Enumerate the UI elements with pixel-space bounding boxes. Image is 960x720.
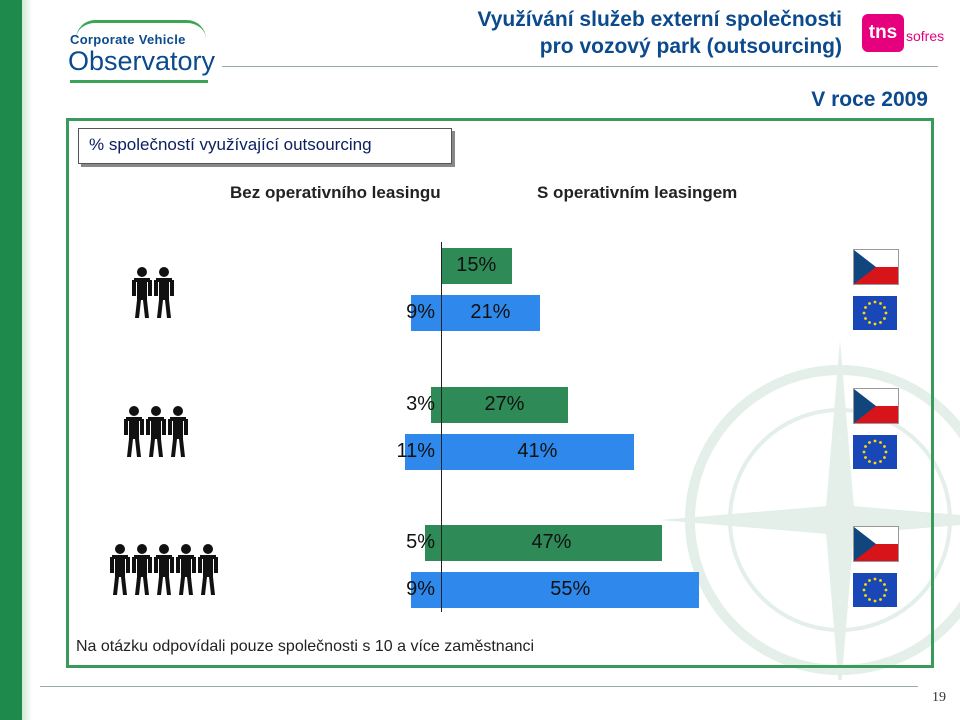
tns-sofres-logo: tns sofres xyxy=(858,10,948,58)
person-figure-icon xyxy=(168,406,188,457)
person-figure-icon xyxy=(124,406,144,457)
legend-box: % společností využívající outsourcing xyxy=(78,128,452,164)
chart-frame xyxy=(66,118,934,668)
bar-eu-group2 xyxy=(404,434,634,470)
left-accent-strip xyxy=(0,0,22,720)
bar-label-right: 47% xyxy=(531,531,572,553)
three-people-icon xyxy=(124,406,188,457)
bar-label-left: 5% xyxy=(406,531,435,553)
bar-label-right: 15% xyxy=(456,254,497,276)
year-label: V roce 2009 xyxy=(811,88,928,111)
logo-text-line1: Corporate Vehicle xyxy=(70,32,186,47)
page-title-line1: Využívání služeb externí společnosti xyxy=(477,8,843,31)
bar-label-right: 21% xyxy=(470,301,511,323)
logo-arc xyxy=(76,20,206,39)
bar-cz-group2 xyxy=(431,387,568,423)
eu-flag-icon xyxy=(853,435,897,469)
bar-cz-group1 xyxy=(441,248,512,284)
corporate-vehicle-observatory-logo: Corporate Vehicle Observatory xyxy=(62,18,222,88)
czech-flag-icon xyxy=(853,388,899,424)
page-title-line2: pro vozový park (outsourcing) xyxy=(539,35,842,58)
eu-flag-icon xyxy=(853,296,897,330)
legend-label: % společností využívající outsourcing xyxy=(89,135,372,154)
page-number: 19 xyxy=(932,690,946,705)
czech-flag-icon xyxy=(853,526,899,562)
chart-zero-axis xyxy=(441,242,442,612)
left-accent-fade xyxy=(22,0,32,720)
bar-eu-group1 xyxy=(411,295,540,331)
bar-label-left: 9% xyxy=(406,301,435,323)
person-figure-icon xyxy=(132,267,152,318)
title-divider xyxy=(222,66,938,67)
logo-text-line2: Observatory xyxy=(68,46,216,76)
person-figure-icon xyxy=(176,544,196,595)
bar-label-left: 3% xyxy=(406,393,435,415)
bar-cz-group3 xyxy=(424,525,662,561)
logo-underline xyxy=(70,80,208,83)
bar-label-left: 11% xyxy=(396,440,435,462)
tns-logo-sofres: sofres xyxy=(906,28,945,44)
person-figure-icon xyxy=(132,544,152,595)
column-header-with-leasing: S operativním leasingem xyxy=(537,183,738,202)
page-footer-rule xyxy=(40,686,918,687)
five-people-icon xyxy=(110,544,218,595)
page-title: Využívání služeb externí společnosti pro… xyxy=(478,6,843,60)
bar-label-right: 55% xyxy=(550,578,591,600)
footnote: Na otázku odpovídali pouze společnosti s… xyxy=(76,638,535,655)
bar-label-right: 41% xyxy=(517,440,558,462)
bar-label-right: 27% xyxy=(484,393,525,415)
person-figure-icon xyxy=(198,544,218,595)
czech-flag-icon xyxy=(853,249,899,285)
person-figure-icon xyxy=(154,544,174,595)
tns-logo-mark: tns xyxy=(862,14,904,52)
eu-flag-icon xyxy=(853,573,897,607)
bar-eu-group3 xyxy=(411,572,700,608)
person-figure-icon xyxy=(146,406,166,457)
two-people-icon xyxy=(132,267,174,318)
person-figure-icon xyxy=(154,267,174,318)
bar-label-left: 9% xyxy=(406,578,435,600)
person-figure-icon xyxy=(110,544,130,595)
column-header-without-leasing: Bez operativního leasingu xyxy=(230,183,441,202)
